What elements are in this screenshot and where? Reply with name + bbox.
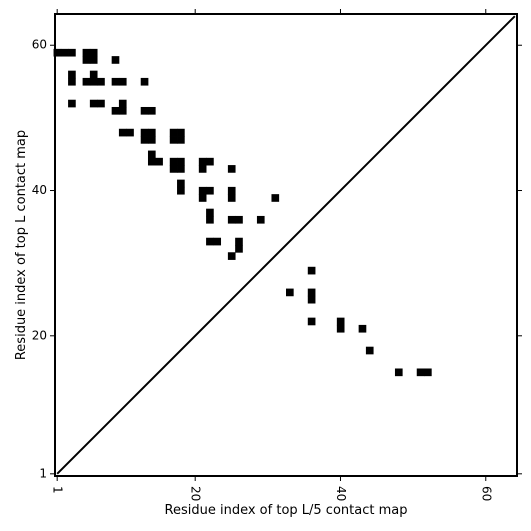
contact-cell-upper-9-55: [111, 77, 120, 86]
contact-cell-upper-22-36: [206, 215, 214, 224]
contact-cell-upper-3-59: [68, 48, 76, 57]
contact-cell-upper-2-59: [60, 48, 69, 57]
contact-cell-upper-5-59: [82, 48, 91, 57]
contact-cell-lower-52-15: [424, 368, 432, 377]
contact-cell-lower-43-21: [358, 324, 367, 333]
contact-cell-upper-21-40: [198, 186, 207, 195]
contact-cell-upper-11-48: [126, 128, 134, 137]
contact-cell-upper-31-39: [271, 194, 280, 202]
contact-cell-lower-44-18: [365, 346, 374, 355]
contact-cell-lower-36-26: [307, 288, 316, 297]
contact-cell-upper-6-52: [89, 99, 98, 108]
contact-cell-upper-17-47: [169, 136, 178, 144]
contact-cell-upper-6-56: [89, 70, 98, 79]
diagonal-line: [56, 15, 516, 475]
contact-cell-upper-9-51: [111, 106, 120, 115]
contact-cell-upper-1-59: [53, 48, 62, 57]
y-tick-label: 40: [32, 183, 47, 197]
contact-cells: [53, 48, 432, 377]
contact-cell-upper-21-44: [198, 157, 207, 166]
contact-cell-upper-25-31: [227, 252, 236, 260]
x-tick-label: 1: [51, 486, 65, 494]
contact-cell-upper-6-58: [89, 56, 98, 64]
contact-cell-upper-18-47: [177, 136, 185, 144]
contact-cell-upper-14-51: [147, 106, 156, 115]
contact-cell-upper-13-51: [140, 106, 149, 115]
contact-cell-upper-5-55: [82, 77, 91, 86]
contact-cell-lower-36-25: [307, 295, 316, 304]
contact-cell-upper-3-55: [68, 77, 76, 86]
axis-ticks: 1 20 40 60 1 20 40 60: [32, 9, 522, 501]
contact-cell-upper-23-33: [213, 237, 222, 246]
contact-cell-upper-13-55: [140, 77, 149, 86]
contact-cell-upper-14-47: [147, 136, 156, 144]
contact-cell-upper-14-45: [147, 150, 156, 159]
contact-cell-lower-48-15: [394, 368, 403, 377]
contact-cell-lower-33-26: [286, 288, 294, 297]
contact-cell-lower-36-22: [307, 317, 316, 326]
contact-cell-upper-10-48: [118, 128, 127, 137]
contact-cell-upper-25-39: [227, 194, 236, 202]
contact-cell-upper-3-56: [68, 70, 76, 79]
contact-cell-upper-10-52: [118, 99, 127, 108]
contact-cell-upper-17-43: [169, 165, 178, 173]
y-tick-label: 1: [39, 466, 47, 480]
contact-cell-upper-22-37: [206, 208, 214, 217]
y-axis-label: Residue index of top L contact map: [14, 130, 29, 360]
contact-cell-upper-26-33: [235, 237, 243, 246]
y-tick-label: 60: [32, 38, 47, 52]
contact-cell-upper-18-48: [177, 128, 185, 137]
contact-cell-upper-25-43: [227, 165, 236, 173]
contact-cell-upper-21-43: [198, 165, 207, 173]
contact-cell-lower-51-15: [416, 368, 425, 377]
contact-cell-upper-9-58: [111, 56, 120, 64]
contact-cell-upper-26-32: [235, 245, 243, 253]
contact-cell-upper-5-58: [82, 56, 91, 64]
contact-cell-upper-22-33: [206, 237, 214, 246]
contact-cell-upper-22-44: [206, 157, 214, 166]
contact-cell-upper-18-41: [177, 179, 185, 188]
contact-cell-upper-7-55: [97, 77, 105, 86]
contact-cell-upper-15-44: [155, 157, 163, 166]
contact-cell-upper-17-48: [169, 128, 178, 137]
contact-cell-upper-25-40: [227, 186, 236, 195]
x-tick-label: 60: [479, 486, 493, 501]
x-tick-label: 20: [189, 486, 203, 501]
contact-cell-upper-7-52: [97, 99, 105, 108]
x-axis-label: Residue index of top L/5 contact map: [165, 503, 408, 518]
contact-cell-upper-17-44: [169, 157, 178, 166]
contact-cell-upper-26-36: [235, 215, 243, 224]
contact-cell-upper-13-47: [140, 136, 149, 144]
contact-cell-upper-13-48: [140, 128, 149, 137]
contact-cell-upper-25-36: [227, 215, 236, 224]
contact-cell-upper-14-44: [147, 157, 156, 166]
contact-cell-lower-36-29: [307, 266, 316, 275]
contact-cell-upper-18-40: [177, 186, 185, 195]
contact-cell-upper-21-39: [198, 194, 207, 202]
contact-cell-upper-14-48: [147, 128, 156, 137]
contact-cell-lower-40-22: [336, 317, 345, 326]
x-tick-label: 40: [334, 486, 348, 501]
contact-cell-upper-22-40: [206, 186, 214, 195]
contact-cell-upper-29-36: [256, 215, 265, 224]
contact-cell-upper-3-52: [68, 99, 76, 108]
plot-frame: [54, 13, 518, 477]
contact-cell-lower-40-21: [336, 324, 345, 333]
contact-cell-upper-18-44: [177, 157, 185, 166]
contact-cell-upper-10-51: [118, 106, 127, 115]
y-tick-label: 20: [32, 328, 47, 342]
contact-cell-upper-6-59: [89, 48, 98, 57]
contact-cell-upper-6-55: [89, 77, 98, 86]
contact-cell-upper-10-55: [118, 77, 127, 86]
contact-cell-upper-18-43: [177, 165, 185, 173]
